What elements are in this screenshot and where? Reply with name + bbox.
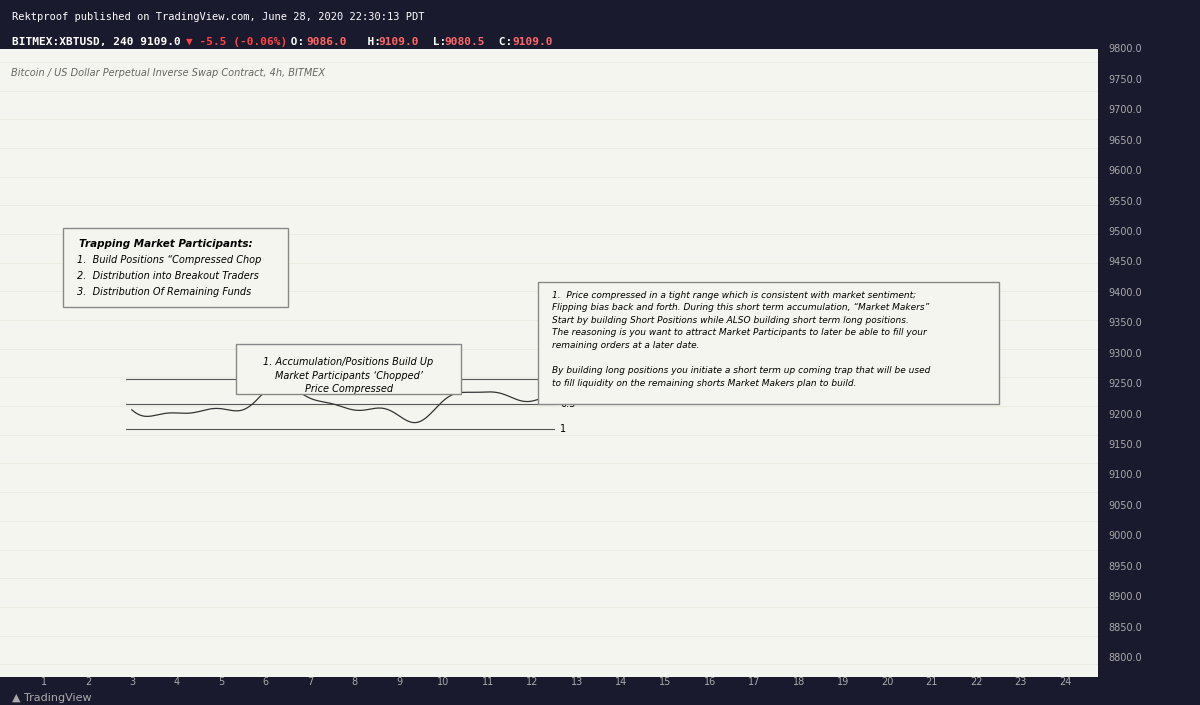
Text: 9050.0: 9050.0 [1109,501,1142,511]
Text: 0: 0 [560,374,566,384]
Text: 8900.0: 8900.0 [1109,592,1142,602]
Text: 8850.0: 8850.0 [1109,623,1142,632]
Text: 1.  Build Positions “Compressed Chop: 1. Build Positions “Compressed Chop [77,255,262,265]
Text: 2.  Distribution into Breakout Traders: 2. Distribution into Breakout Traders [77,271,259,281]
Text: 14: 14 [614,677,628,687]
Text: 8950.0: 8950.0 [1109,562,1142,572]
Text: H:: H: [354,37,382,47]
Text: 8: 8 [352,677,358,687]
Text: 9650.0: 9650.0 [1109,135,1142,146]
Text: 9350.0: 9350.0 [1109,318,1142,329]
Text: 13: 13 [570,677,583,687]
Text: 9550.0: 9550.0 [1109,197,1142,207]
Text: 9700.0: 9700.0 [1109,105,1142,115]
Text: 9750.0: 9750.0 [1109,75,1142,85]
Text: 1. Accumulation/Positions Build Up: 1. Accumulation/Positions Build Up [264,357,433,367]
Text: 17: 17 [748,677,761,687]
FancyBboxPatch shape [538,281,1000,404]
Text: 9109.0: 9109.0 [378,37,419,47]
Text: 9450.0: 9450.0 [1109,257,1142,267]
Text: By building long positions you initiate a short term up coming trap that will be: By building long positions you initiate … [552,366,931,388]
Text: 18: 18 [792,677,805,687]
Text: 12: 12 [526,677,539,687]
Text: 9500.0: 9500.0 [1109,227,1142,237]
Text: 9086.0: 9086.0 [306,37,347,47]
Text: O:: O: [284,37,305,47]
Text: 9400.0: 9400.0 [1109,288,1142,298]
Text: L:: L: [426,37,446,47]
Text: 11: 11 [481,677,494,687]
Text: 7: 7 [307,677,313,687]
Text: ▲ TradingView: ▲ TradingView [12,693,91,703]
Text: Rektproof published on TradingView.com, June 28, 2020 22:30:13 PDT: Rektproof published on TradingView.com, … [12,12,425,23]
Text: 1: 1 [41,677,47,687]
FancyBboxPatch shape [236,344,461,394]
Text: 0.5: 0.5 [560,399,575,409]
Text: 8800.0: 8800.0 [1109,653,1142,663]
Text: 1.  Price compressed in a tight range which is consistent with market sentiment;: 1. Price compressed in a tight range whi… [552,291,930,350]
Text: 9: 9 [396,677,402,687]
Text: Market Participants ‘Chopped’: Market Participants ‘Chopped’ [275,371,422,381]
Text: 10: 10 [437,677,450,687]
Text: 5: 5 [218,677,224,687]
Text: 21: 21 [925,677,938,687]
Text: 9100.0: 9100.0 [1109,470,1142,480]
Text: 3: 3 [130,677,136,687]
Text: 9000.0: 9000.0 [1109,532,1142,541]
Text: ▼ -5.5 (-0.06%): ▼ -5.5 (-0.06%) [186,37,287,47]
Text: BITMEX:XBTUSD, 240 9109.0: BITMEX:XBTUSD, 240 9109.0 [12,37,187,47]
Text: 16: 16 [703,677,716,687]
Text: 2: 2 [85,677,91,687]
Text: 19: 19 [836,677,850,687]
Text: 4: 4 [174,677,180,687]
Text: C:: C: [492,37,512,47]
Text: Trapping Market Participants:: Trapping Market Participants: [79,239,253,249]
Text: 24: 24 [1058,677,1072,687]
Text: 1: 1 [560,424,566,434]
FancyBboxPatch shape [62,228,288,307]
Text: 9080.5: 9080.5 [444,37,485,47]
Text: 9150.0: 9150.0 [1109,440,1142,450]
Text: 9250.0: 9250.0 [1109,379,1142,389]
Text: 23: 23 [1014,677,1027,687]
Text: 3.  Distribution Of Remaining Funds: 3. Distribution Of Remaining Funds [77,286,251,297]
Text: 6: 6 [263,677,269,687]
Text: 9800.0: 9800.0 [1109,44,1142,54]
Text: 20: 20 [881,677,894,687]
Text: 9300.0: 9300.0 [1109,349,1142,359]
Text: 9600.0: 9600.0 [1109,166,1142,176]
Text: 9200.0: 9200.0 [1109,410,1142,419]
Text: Bitcoin / US Dollar Perpetual Inverse Swap Contract, 4h, BITMEX: Bitcoin / US Dollar Perpetual Inverse Sw… [11,68,325,78]
Text: 9109.0: 9109.0 [512,37,553,47]
Text: 22: 22 [970,677,983,687]
Text: 15: 15 [659,677,672,687]
Text: Price Compressed: Price Compressed [305,384,392,394]
